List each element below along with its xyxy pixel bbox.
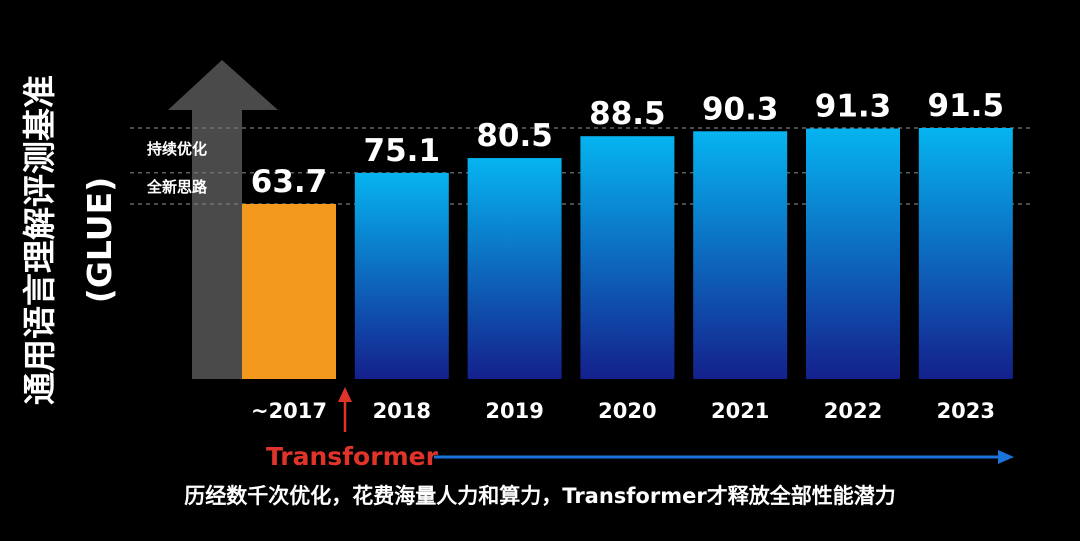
transformer-arrow-head [338,387,352,402]
note-new-approach: 全新思路 [147,178,208,196]
bar-2023 [918,128,1013,379]
note-continuous-optimization: 持续优化 [147,140,208,158]
x-tick-2018: 2018 [373,399,431,423]
x-tick-2019: 2019 [485,399,543,423]
x-tick-~2017: ~2017 [251,399,327,423]
transformer-label: Transformer [266,442,439,471]
x-tick-2022: 2022 [824,399,882,423]
x-tick-labels: ~2017 2018 2019 2020 2021 2022 2023 [251,399,995,423]
value-label-2020: 88.5 [589,96,666,132]
bar-2020 [580,136,675,379]
bar-2019 [467,158,562,379]
value-label-2023: 91.5 [928,88,1005,124]
value-label-2022: 91.3 [815,89,892,125]
x-tick-2020: 2020 [598,399,656,423]
chart-caption: 历经数千次优化，花费海量人力和算力，Transformer才释放全部性能潜力 [184,484,896,508]
x-tick-2021: 2021 [711,399,769,423]
x-tick-2023: 2023 [937,399,995,423]
bar-2022 [806,128,900,379]
timeline-arrow-head [998,450,1014,464]
value-labels: 63.7 75.1 80.5 88.5 90.3 91.3 91.5 [251,88,1004,200]
big-arrow-shape [168,60,278,379]
value-label-~2017: 63.7 [251,164,328,200]
bar-~2017 [242,204,336,379]
value-label-2019: 80.5 [476,118,553,154]
big-arrow [168,60,278,379]
bars [242,128,1013,379]
bar-2018 [354,172,449,379]
transformer-annotation: Transformer [266,387,1014,471]
value-label-2018: 75.1 [364,133,441,169]
bar-2021 [693,131,788,379]
value-label-2021: 90.3 [702,91,779,127]
